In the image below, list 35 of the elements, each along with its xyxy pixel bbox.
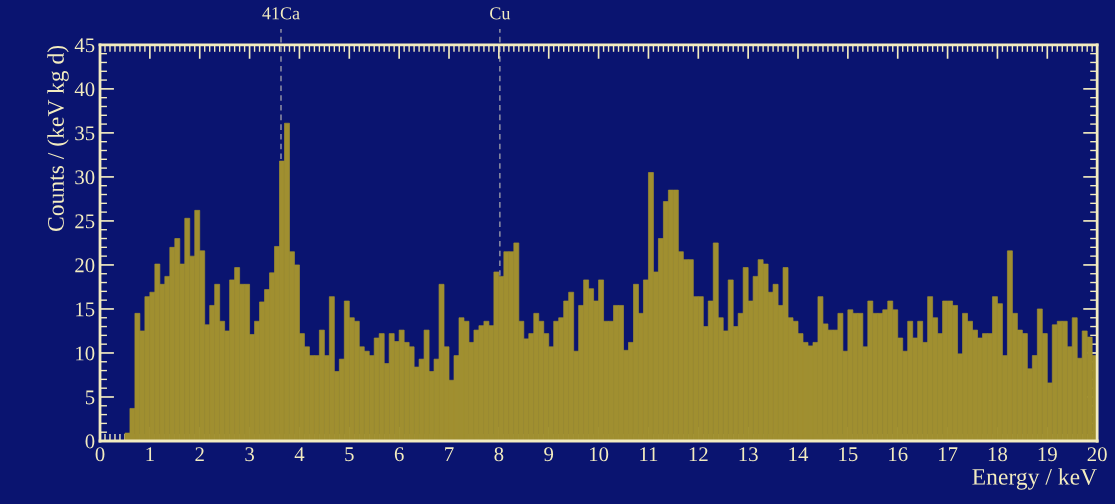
y-axis-title: Counts / (keV kg d) xyxy=(47,45,69,232)
y-tick-label: 15 xyxy=(76,302,95,317)
y-tick-label: 35 xyxy=(75,126,95,141)
x-tick-label: 14 xyxy=(789,447,809,462)
y-tick-label: 40 xyxy=(74,82,95,97)
x-tick-label: 18 xyxy=(988,447,1008,462)
x-tick-label: 15 xyxy=(839,447,858,462)
ref-line-label: Cu xyxy=(490,7,511,20)
x-tick-label: 0 xyxy=(95,447,105,462)
y-tick-label: 20 xyxy=(75,258,95,273)
x-tick-label: 13 xyxy=(739,447,758,462)
y-tick-label: 25 xyxy=(75,214,95,229)
y-tick-label: 5 xyxy=(85,390,95,405)
x-tick-label: 17 xyxy=(939,447,958,462)
x-tick-label: 1 xyxy=(146,447,154,462)
x-axis-title: Energy / keV xyxy=(972,468,1097,490)
x-tick-label: 12 xyxy=(689,447,708,462)
x-tick-label: 9 xyxy=(544,447,554,462)
x-tick-label: 5 xyxy=(345,447,354,462)
x-tick-label: 16 xyxy=(889,447,908,462)
y-tick-label: 45 xyxy=(74,38,95,53)
x-tick-label: 2 xyxy=(195,447,204,462)
x-tick-label: 7 xyxy=(445,447,454,462)
y-tick-label: 10 xyxy=(76,346,95,361)
x-tick-label: 20 xyxy=(1087,447,1107,462)
x-tick-label: 4 xyxy=(294,447,305,462)
x-tick-label: 10 xyxy=(590,447,609,462)
x-tick-label: 8 xyxy=(494,447,504,462)
x-tick-label: 11 xyxy=(640,447,658,462)
y-tick-label: 30 xyxy=(75,170,95,185)
x-tick-label: 19 xyxy=(1038,447,1057,462)
x-tick-label: 3 xyxy=(245,447,254,462)
y-tick-label: 0 xyxy=(85,434,95,449)
x-tick-label: 6 xyxy=(394,447,404,462)
ref-line-label: 41Ca xyxy=(262,7,300,20)
